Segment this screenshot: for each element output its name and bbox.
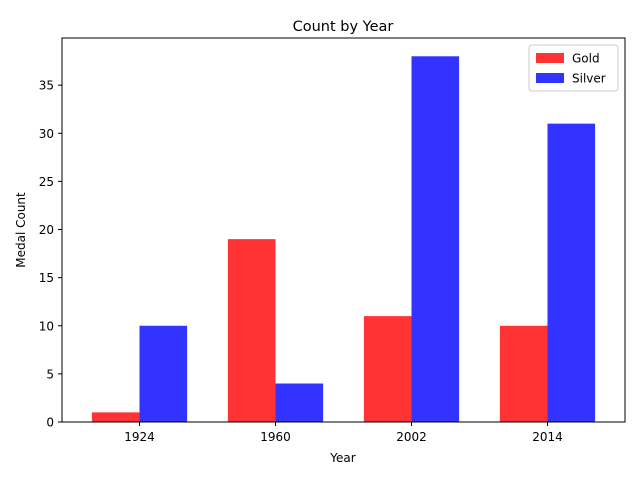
x-axis-label: Year xyxy=(329,451,355,465)
bar-silver-2014 xyxy=(547,123,596,422)
x-tick-label: 2002 xyxy=(396,430,427,444)
legend-swatch-silver xyxy=(536,73,564,83)
x-tick-label: 2014 xyxy=(532,430,563,444)
bar-silver-1924 xyxy=(139,325,188,422)
bar-gold-2014 xyxy=(499,325,548,422)
x-tick-label: 1924 xyxy=(124,430,155,444)
x-tick-label: 1960 xyxy=(260,430,291,444)
y-tick-label: 10 xyxy=(39,319,54,333)
x-axis: 1924 1960 2002 2014 xyxy=(124,422,563,444)
bar-gold-2002 xyxy=(363,316,412,422)
legend-label-gold: Gold xyxy=(572,52,600,66)
bar-silver-1960 xyxy=(275,383,324,422)
bars-layer xyxy=(91,56,596,423)
y-tick-label: 20 xyxy=(39,223,54,237)
y-tick-label: 30 xyxy=(39,127,54,141)
y-tick-label: 0 xyxy=(46,416,54,430)
y-tick-label: 5 xyxy=(46,367,54,381)
y-axis: 0 5 10 15 20 25 30 35 xyxy=(39,79,62,430)
legend-label-silver: Silver xyxy=(572,72,606,86)
y-tick-label: 15 xyxy=(39,271,54,285)
bar-gold-1960 xyxy=(227,239,276,422)
legend: Gold Silver xyxy=(528,44,619,92)
y-axis-label: Medal Count xyxy=(14,192,28,268)
y-tick-label: 25 xyxy=(39,175,54,189)
y-tick-label: 35 xyxy=(39,79,54,93)
bar-gold-1924 xyxy=(91,412,140,422)
legend-swatch-gold xyxy=(536,53,564,63)
chart-title: Count by Year xyxy=(293,19,394,35)
bar-silver-2002 xyxy=(411,56,460,423)
